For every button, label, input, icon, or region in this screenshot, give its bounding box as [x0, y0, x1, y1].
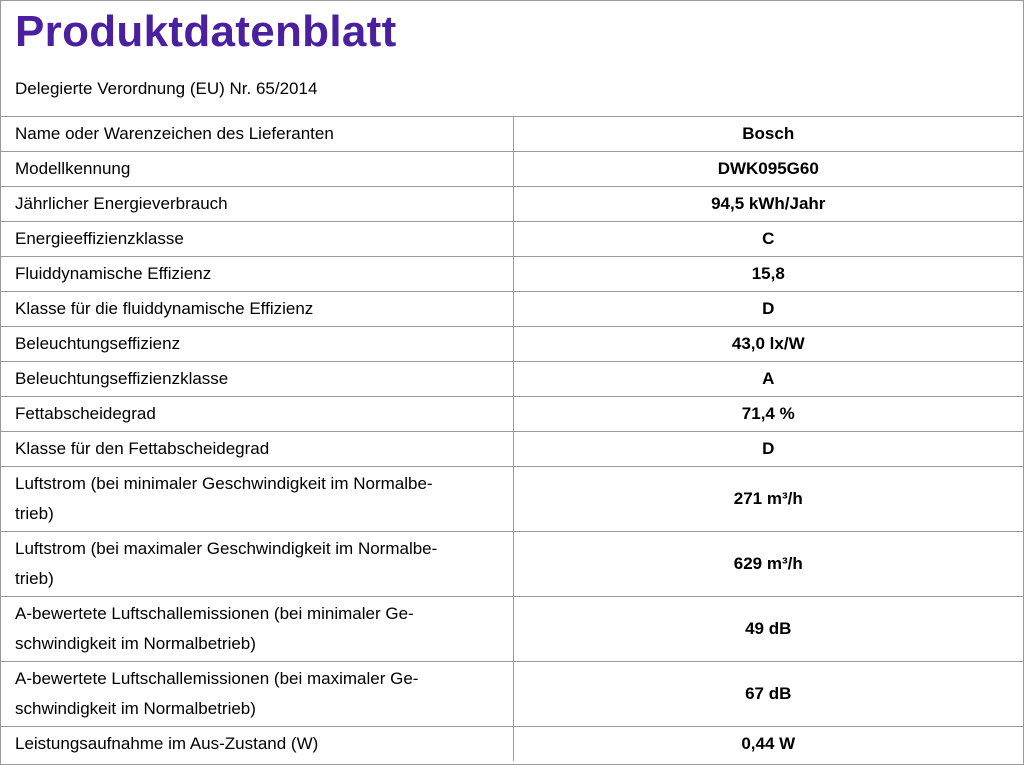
table-row: A-bewertete Luftschallemissionen (bei ma…: [1, 661, 1023, 727]
table-row: Luftstrom (bei minimaler Geschwindigkeit…: [1, 466, 1023, 532]
property-value: 71,4 %: [512, 396, 1023, 432]
property-label: Jährlicher Energieverbrauch: [1, 186, 513, 222]
property-value: 67 dB: [512, 661, 1023, 727]
property-label: Beleuchtungseffizienz: [1, 326, 513, 362]
property-label: Klasse für den Fettabscheidegrad: [1, 431, 513, 467]
table-row: Fettabscheidegrad 71,4 %: [1, 396, 1023, 432]
property-label: A-bewertete Luftschallemissionen (bei mi…: [1, 596, 513, 662]
subtitle: Delegierte Verordnung (EU) Nr. 65/2014: [15, 79, 318, 98]
property-label: Energieeffizienzklasse: [1, 221, 513, 257]
title: Produktdatenblatt: [15, 7, 397, 56]
property-label: Luftstrom (bei minimaler Geschwindigkeit…: [1, 466, 513, 532]
property-value: 629 m³/h: [512, 531, 1023, 597]
data-table: Name oder Warenzeichen des Lieferanten Bo…: [1, 116, 1023, 761]
property-label: A-bewertete Luftschallemissionen (bei ma…: [1, 661, 513, 727]
property-label: Fettabscheidegrad: [1, 396, 513, 432]
property-label: Modellkennung: [1, 151, 513, 187]
table-row: Name oder Warenzeichen des Lieferanten Bo…: [1, 116, 1023, 152]
table-row: Fluiddynamische Effizienz 15,8: [1, 256, 1023, 292]
property-value: DWK095G60: [512, 151, 1023, 187]
table-row: Modellkennung DWK095G60: [1, 151, 1023, 187]
property-label: Fluiddynamische Effizienz: [1, 256, 513, 292]
property-value: 0,44 W: [512, 726, 1023, 761]
property-value: 49 dB: [512, 596, 1023, 662]
property-label: Luftstrom (bei maximaler Geschwindigkeit…: [1, 531, 513, 597]
table-row: Energieeffizienzklasse C: [1, 221, 1023, 257]
property-value: 271 m³/h: [512, 466, 1023, 532]
table-row: Leistungsaufnahme im Aus-Zustand (W) 0,44…: [1, 726, 1023, 761]
property-label: Leistungsaufnahme im Aus-Zustand (W): [1, 726, 513, 761]
property-value: 15,8: [512, 256, 1023, 292]
property-value: 43,0 lx/W: [512, 326, 1023, 362]
property-value: D: [512, 291, 1023, 327]
table-row: Beleuchtungseffizienz 43,0 lx/W: [1, 326, 1023, 362]
property-value: D: [512, 431, 1023, 467]
table-row: Beleuchtungseffizienzklasse A: [1, 361, 1023, 397]
table-row: Klasse für den Fettabscheidegrad D: [1, 431, 1023, 467]
property-value: 94,5 kWh/Jahr: [512, 186, 1023, 222]
property-label: Klasse für die fluiddynamische Effizienz: [1, 291, 513, 327]
table-row: A-bewertete Luftschallemissionen (bei mi…: [1, 596, 1023, 662]
property-label: Name oder Warenzeichen des Lieferanten: [1, 116, 513, 152]
table-row: Luftstrom (bei maximaler Geschwindigkeit…: [1, 531, 1023, 597]
table-row: Jährlicher Energieverbrauch 94,5 kWh/Jahr: [1, 186, 1023, 222]
property-label: Beleuchtungseffizienzklasse: [1, 361, 513, 397]
property-value: A: [512, 361, 1023, 397]
property-value: Bosch: [512, 116, 1023, 152]
property-value: C: [512, 221, 1023, 257]
table-row: Klasse für die fluiddynamische Effizienz…: [1, 291, 1023, 327]
